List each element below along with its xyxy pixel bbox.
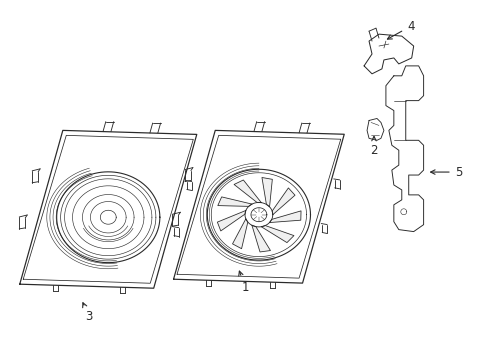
Polygon shape — [252, 225, 270, 252]
Polygon shape — [262, 177, 272, 207]
Text: 4: 4 — [388, 20, 415, 39]
Polygon shape — [270, 211, 301, 222]
Polygon shape — [218, 197, 252, 206]
Polygon shape — [234, 180, 261, 203]
Polygon shape — [233, 219, 248, 249]
Polygon shape — [272, 188, 295, 215]
Text: 2: 2 — [370, 136, 378, 157]
Text: 1: 1 — [239, 271, 249, 294]
Text: 5: 5 — [431, 166, 462, 179]
Polygon shape — [218, 211, 246, 231]
Polygon shape — [261, 226, 294, 243]
Text: 3: 3 — [83, 303, 93, 323]
